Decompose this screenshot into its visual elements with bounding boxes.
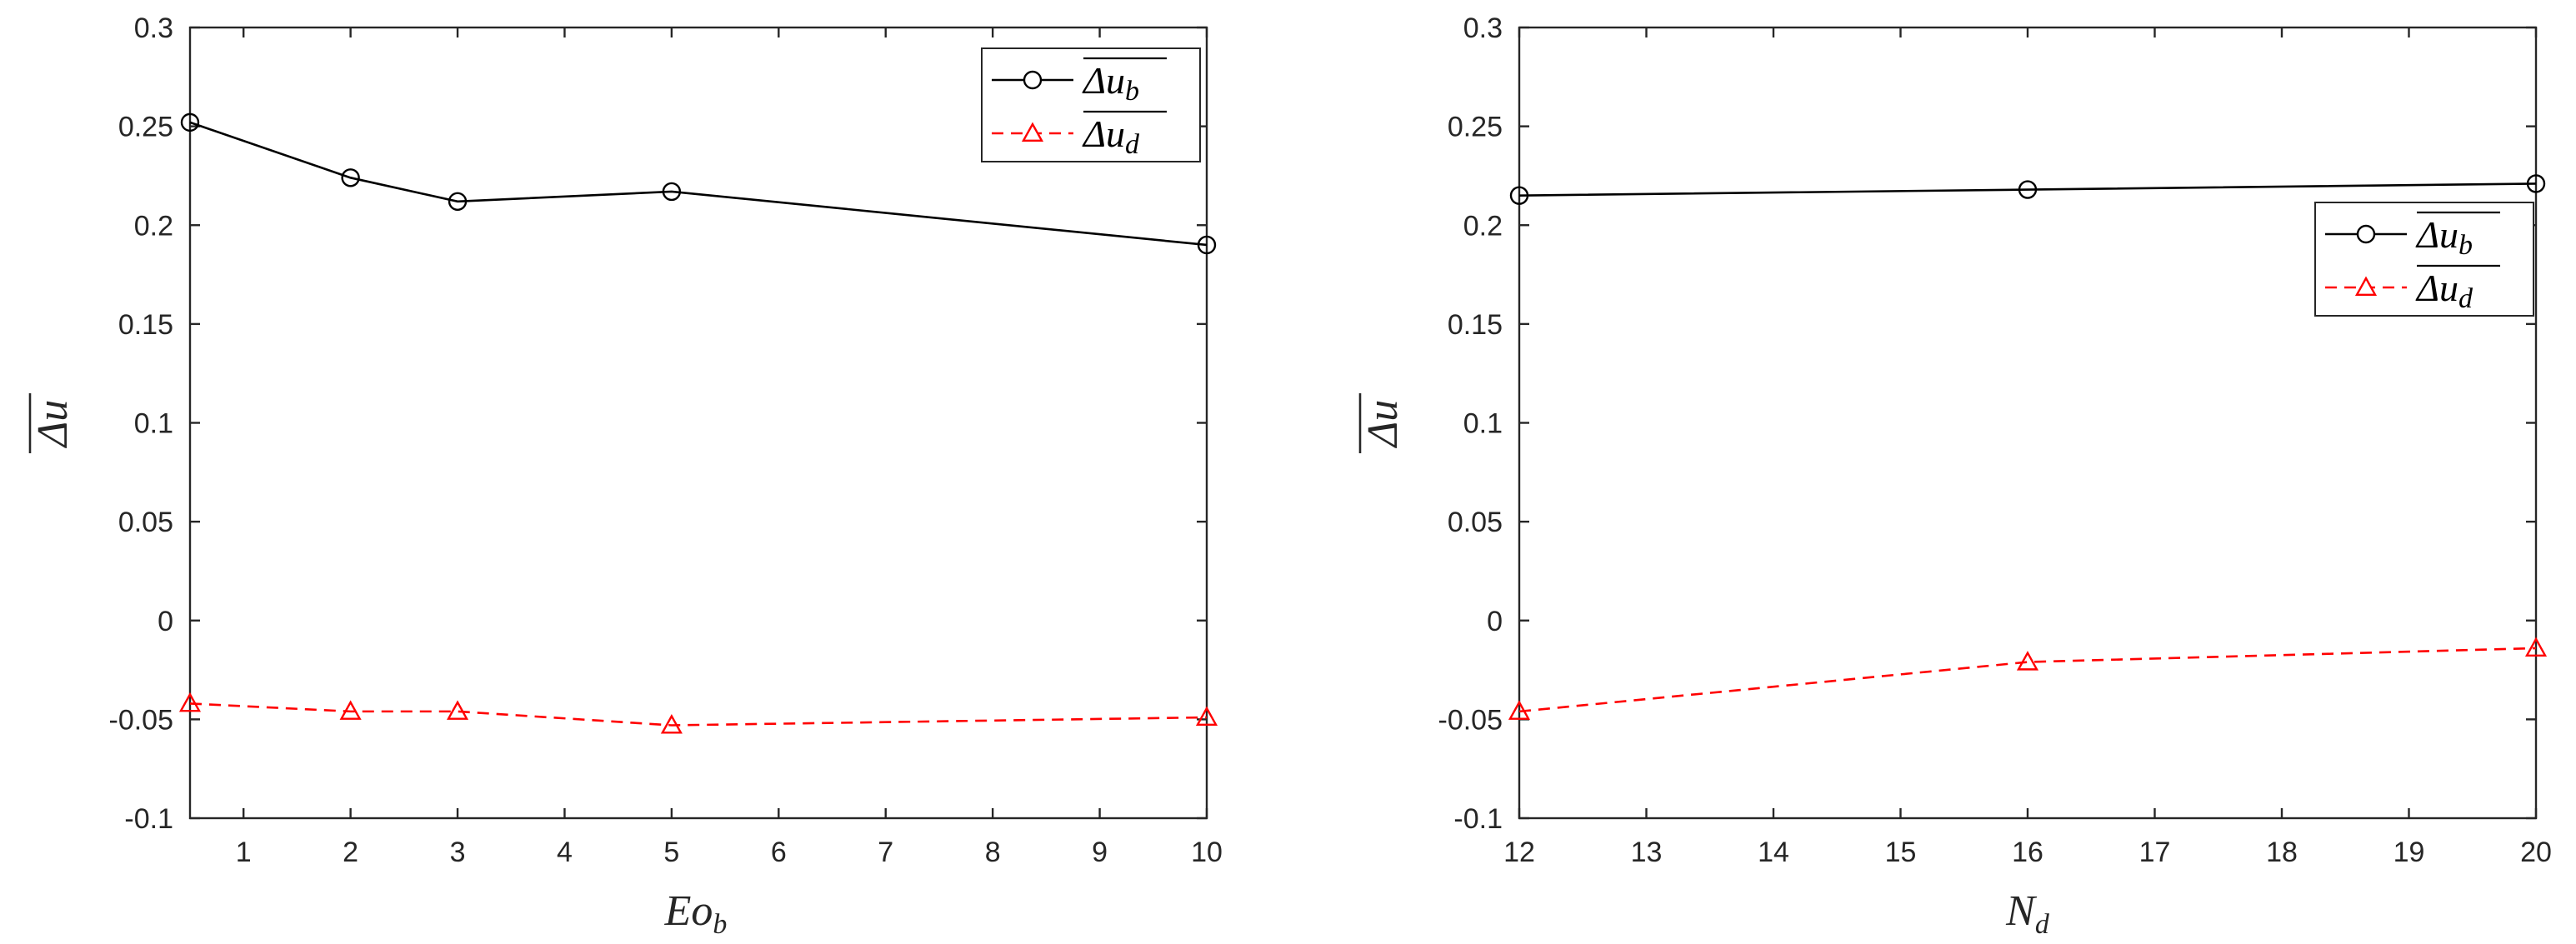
y-tick-label: 0.05	[1448, 507, 1503, 538]
y-tick-label: 0.1	[134, 408, 173, 440]
data-point-b	[2526, 174, 2546, 193]
legend-marker-d	[2354, 276, 2378, 296]
x-tick-label: 20	[2520, 837, 2552, 868]
data-point-d	[2016, 651, 2039, 671]
series-line-d	[1518, 647, 2537, 713]
y-tick-label: -0.1	[1453, 803, 1503, 835]
x-tick-label: 3	[450, 837, 466, 868]
y-tick-label: 0.3	[1463, 12, 1503, 44]
legend-marker-b	[2356, 224, 2376, 244]
legend-label-b: Δub	[2415, 213, 2473, 261]
y-tick-label: 0.15	[1448, 309, 1503, 341]
data-point-b	[180, 112, 200, 132]
x-tick-label: 10	[1191, 837, 1223, 868]
legend-marker-b	[1023, 70, 1043, 90]
data-point-b	[448, 192, 468, 211]
data-point-b	[1509, 186, 1529, 205]
x-tick-label: 8	[985, 837, 1001, 868]
data-point-b	[341, 168, 360, 187]
series-line-d	[189, 702, 1208, 727]
y-axis-label-text: Δu	[1359, 400, 1407, 449]
data-point-d	[660, 714, 683, 734]
data-point-d	[1508, 700, 1531, 720]
y-tick-label: 0.2	[1463, 210, 1503, 242]
x-tick-label: 16	[2012, 837, 2043, 868]
legend-label-d: Δud	[2415, 267, 2473, 314]
data-point-d	[178, 692, 202, 712]
y-tick-label: 0	[158, 606, 173, 637]
y-tick-label: 0.2	[134, 210, 173, 242]
x-tick-label: 12	[1503, 837, 1535, 868]
data-point-d	[339, 700, 362, 720]
x-axis-label: Eob	[664, 887, 728, 940]
plot-area	[1518, 26, 2538, 820]
x-tick-label: 5	[663, 837, 679, 868]
x-tick-label: 18	[2266, 837, 2298, 868]
x-tick-label: 13	[1631, 837, 1663, 868]
y-tick-label: 0.1	[1463, 408, 1503, 440]
y-tick-label: 0.15	[118, 309, 173, 341]
data-point-d	[1195, 706, 1218, 727]
x-tick-label: 19	[2393, 837, 2425, 868]
y-tick-label: 0.3	[134, 12, 173, 44]
legend-box	[981, 47, 1201, 162]
y-tick-label: 0.25	[118, 112, 173, 143]
legend-label-d: Δud	[1082, 112, 1140, 160]
data-point-b	[662, 182, 682, 202]
y-axis-label: Δu	[28, 393, 77, 453]
x-tick-label: 9	[1092, 837, 1108, 868]
y-tick-label: 0.05	[118, 507, 173, 538]
x-tick-label: 7	[878, 837, 893, 868]
legend-label-b: Δub	[1082, 59, 1139, 107]
series-line-b	[189, 121, 1208, 247]
chart-panel-2: -0.1 -0.05 0 0.05 0.1 0.15 0.2 0.25 0.3 12 13 14 15 1…	[1358, 12, 2552, 940]
legend-box	[2314, 202, 2534, 317]
data-point-b	[1197, 235, 1217, 255]
y-tick-label: -0.05	[109, 704, 174, 736]
legend: Δub Δud	[2314, 202, 2534, 317]
y-tick-label: -0.1	[124, 803, 173, 835]
y-tick-label: 0	[1487, 606, 1503, 637]
series-line-b	[1518, 182, 2537, 197]
x-tick-label: 14	[1758, 837, 1789, 868]
y-axis-label-text: Δu	[29, 400, 77, 449]
data-point-d	[447, 700, 469, 720]
y-axis-label: Δu	[1358, 393, 1407, 453]
data-point-b	[2018, 180, 2038, 199]
x-tick-label: 17	[2139, 837, 2171, 868]
chart-panel-1: -0.1 -0.05 0 0.05 0.1 0.15 0.2 0.25 0.3 1 2 3 4 5 6 7 8 9…	[28, 12, 1223, 940]
x-tick-label: 1	[236, 837, 252, 868]
y-tick-label: 0.25	[1448, 112, 1503, 143]
x-tick-label: 15	[1885, 837, 1917, 868]
x-axis-label: Nd	[2005, 887, 2050, 940]
x-tick-label: 4	[557, 837, 573, 868]
legend: Δub Δud	[981, 47, 1201, 162]
legend-marker-d	[1021, 122, 1044, 142]
y-tick-label: -0.05	[1438, 704, 1503, 736]
data-point-d	[2524, 637, 2548, 657]
x-tick-label: 2	[343, 837, 358, 868]
x-tick-label: 6	[771, 837, 787, 868]
